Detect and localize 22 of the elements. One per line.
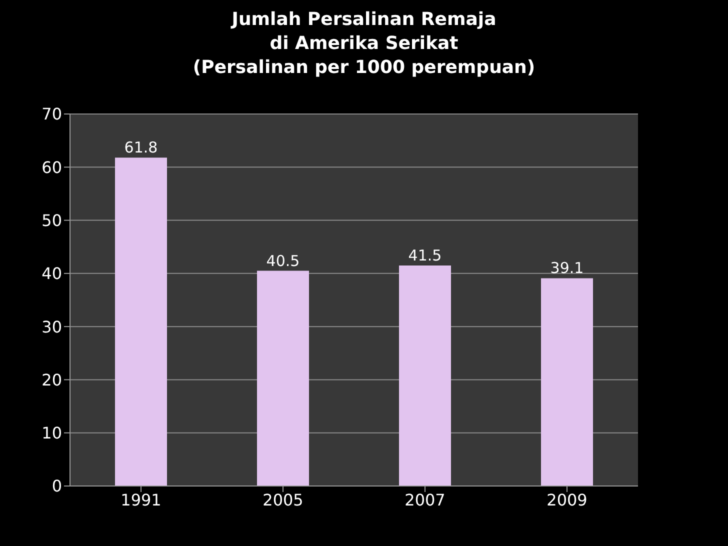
bar — [399, 265, 451, 486]
x-tick-label: 2009 — [546, 490, 588, 510]
x-tick-label: 2005 — [262, 490, 304, 510]
y-tick-label: 70 — [42, 104, 62, 124]
y-tick-label: 50 — [42, 210, 62, 230]
data-label: 41.5 — [408, 246, 442, 264]
bar — [541, 278, 593, 486]
y-tick-label: 20 — [42, 370, 62, 390]
bar — [115, 158, 167, 486]
data-label: 39.1 — [550, 259, 584, 278]
chart-subtitle: (Persalinan per 1000 perempuan) — [192, 56, 536, 80]
y-tick-label: 60 — [42, 158, 62, 177]
x-tick-label: 1991 — [120, 490, 162, 510]
y-tick-label: 10 — [42, 424, 62, 443]
y-tick-label: 0 — [52, 476, 62, 496]
bar — [257, 270, 309, 486]
y-tick-label: 40 — [42, 264, 62, 284]
data-label: 40.5 — [266, 252, 300, 270]
chart-title: Jumlah Persalinan Remaja di Amerika Serikat — [230, 8, 498, 56]
x-tick-label: 2007 — [404, 490, 446, 510]
data-label: 61.8 — [124, 138, 158, 157]
y-tick-label: 30 — [42, 317, 62, 336]
